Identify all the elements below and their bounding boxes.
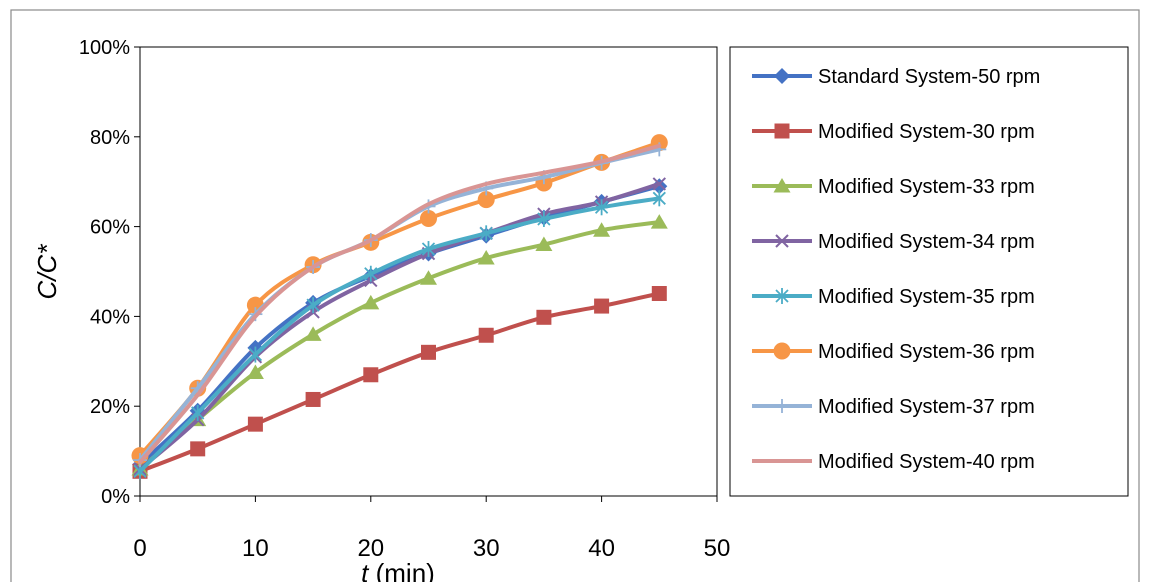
y-tick-label: 60%	[90, 217, 130, 239]
data-point	[650, 214, 668, 229]
y-tick-label: 40%	[90, 306, 130, 328]
legend-label: Modified System-37 rpm	[818, 396, 1035, 418]
data-point	[594, 199, 609, 216]
x-axis-title-italic: t	[361, 558, 370, 582]
legend-marker	[773, 342, 791, 360]
legend-marker	[775, 234, 789, 248]
x-tick-label: 50	[704, 535, 731, 562]
data-point	[304, 326, 322, 341]
series-line	[138, 181, 662, 472]
legend-marker	[775, 288, 789, 304]
y-axis-ticks: 0% 20% 40% 60% 80% 100%	[79, 37, 140, 508]
legend-item: Modified System-40 rpm	[752, 451, 1035, 473]
legend-item: Modified System-35 rpm	[752, 286, 1035, 308]
legend: Standard System-50 rpm Modified System-30…	[752, 66, 1040, 473]
legend-item: Modified System-36 rpm	[752, 341, 1035, 363]
legend-marker	[775, 399, 789, 413]
series-8	[138, 143, 662, 465]
series-line	[138, 184, 662, 467]
x-tick-label: 30	[473, 535, 500, 562]
legend-label: Modified System-30 rpm	[818, 121, 1035, 143]
data-point	[420, 270, 437, 285]
legend-marker	[774, 68, 790, 84]
series-5	[133, 190, 666, 480]
data-point	[421, 344, 436, 360]
legend-label: Modified System-40 rpm	[818, 451, 1035, 473]
y-tick-label: 20%	[90, 396, 130, 418]
y-tick-label: 80%	[90, 127, 130, 149]
data-point	[248, 346, 263, 363]
data-point	[363, 367, 379, 383]
legend-item: Standard System-50 rpm	[752, 66, 1040, 88]
x-axis-title: t (min)	[361, 558, 435, 582]
data-point	[362, 294, 380, 310]
x-axis-title-unit: (min)	[368, 558, 434, 582]
data-point	[477, 191, 495, 209]
data-point	[305, 391, 321, 407]
data-point	[364, 265, 378, 282]
legend-label: Modified System-34 rpm	[818, 231, 1035, 253]
series-line	[138, 291, 662, 474]
data-point	[191, 404, 205, 421]
x-tick-label: 20	[357, 535, 384, 562]
data-point	[479, 225, 493, 242]
x-axis-ticks: 0 10 20 30 40 50	[133, 496, 730, 562]
legend-item: Modified System-37 rpm	[752, 396, 1035, 418]
data-point	[190, 441, 206, 457]
series-line	[138, 220, 662, 472]
data-point	[651, 178, 668, 195]
series-layer	[131, 134, 668, 480]
series-2	[132, 286, 667, 479]
data-point	[247, 416, 263, 432]
legend-marker	[774, 123, 790, 139]
data-point	[535, 236, 553, 252]
data-point	[651, 286, 667, 302]
data-point	[420, 210, 437, 228]
data-point	[537, 210, 551, 227]
legend-marker	[773, 178, 791, 193]
legend-label: Standard System-50 rpm	[818, 66, 1040, 88]
legend-box	[729, 46, 1129, 497]
y-axis-title: C/C*	[32, 244, 62, 300]
data-point	[478, 327, 494, 343]
data-point	[246, 364, 264, 380]
data-point	[536, 309, 552, 325]
data-point	[593, 222, 611, 237]
data-point	[652, 190, 666, 207]
series-line	[138, 196, 662, 474]
data-point	[652, 177, 667, 191]
legend-item: Modified System-30 rpm	[752, 121, 1035, 143]
data-point	[421, 241, 436, 258]
series-line	[138, 143, 662, 465]
data-point	[306, 297, 320, 314]
data-point	[594, 298, 610, 314]
y-tick-label: 100%	[79, 37, 130, 59]
legend-label: Modified System-36 rpm	[818, 341, 1035, 363]
legend-item: Modified System-33 rpm	[752, 176, 1035, 198]
x-tick-label: 0	[133, 535, 146, 562]
x-tick-label: 40	[588, 535, 615, 562]
legend-label: Modified System-35 rpm	[818, 286, 1035, 308]
legend-label: Modified System-33 rpm	[818, 176, 1035, 198]
y-tick-label: 0%	[101, 486, 130, 508]
data-point	[477, 250, 495, 265]
x-tick-label: 10	[242, 535, 269, 562]
legend-item: Modified System-34 rpm	[752, 231, 1035, 253]
